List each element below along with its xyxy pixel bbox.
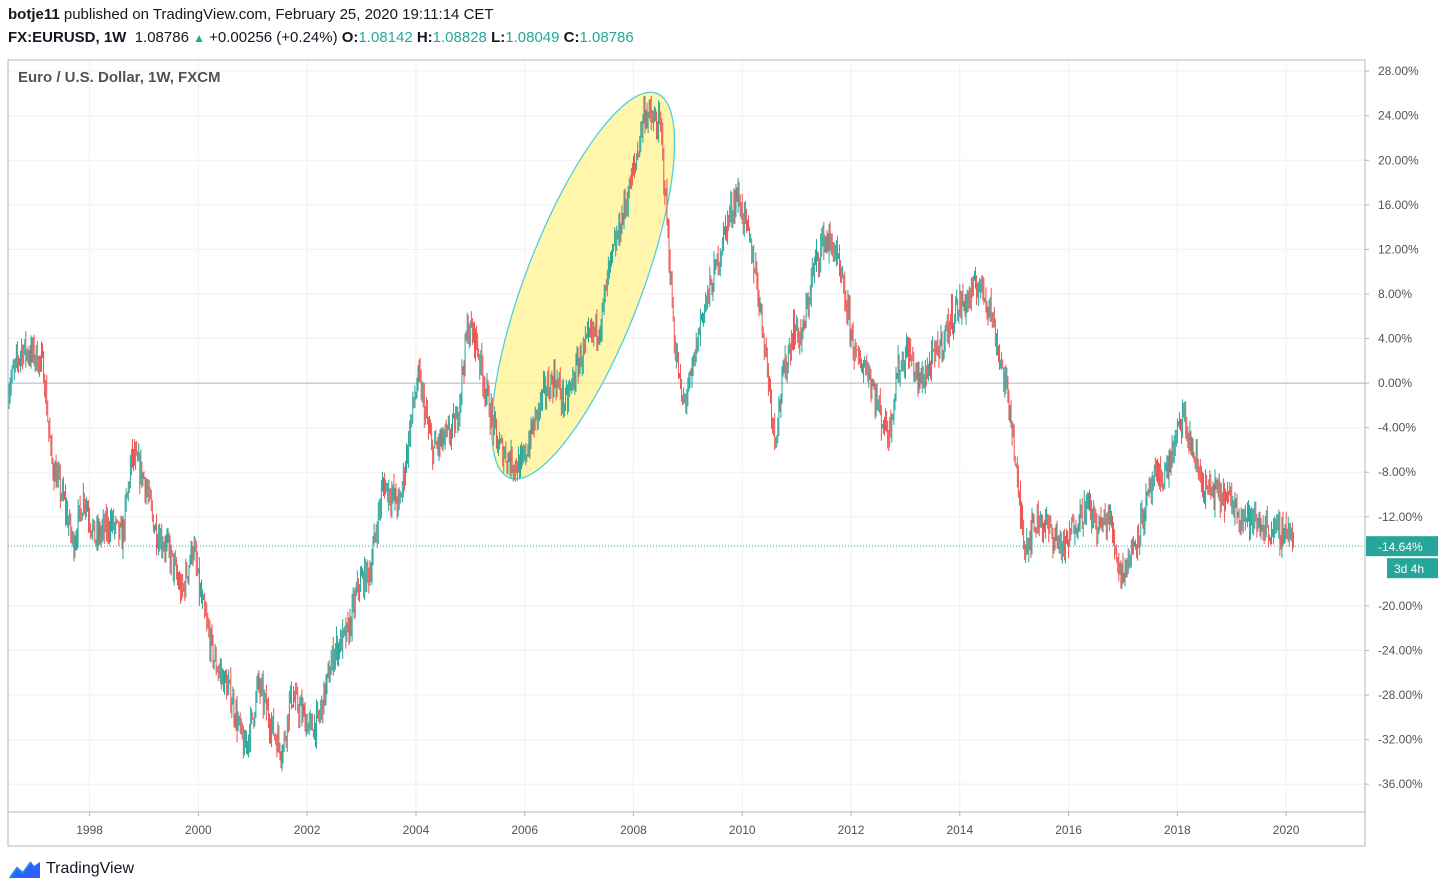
- y-tick-label: -20.00%: [1378, 599, 1423, 613]
- tradingview-logo-icon: [9, 861, 40, 879]
- close-label: C:: [563, 29, 580, 46]
- x-tick-label: 1998: [76, 823, 103, 837]
- x-tick-label: 2016: [1055, 823, 1082, 837]
- y-tick-label: 20.00%: [1378, 153, 1419, 167]
- author-name[interactable]: botje11: [8, 6, 60, 23]
- y-tick-label: 28.00%: [1378, 64, 1419, 78]
- y-tick-label: 4.00%: [1378, 332, 1412, 346]
- high-label: H:: [416, 29, 433, 46]
- x-tick-label: 2006: [511, 823, 538, 837]
- plot-frame: [7, 59, 1366, 847]
- x-tick-label: 2020: [1273, 823, 1300, 837]
- y-axis[interactable]: 28.00% 24.00% 20.00% 16.00% 12.00% 8.00% 4.00%…: [1364, 60, 1423, 846]
- y-tick-label: -36.00%: [1378, 777, 1423, 791]
- current-value-badge: [1366, 536, 1438, 557]
- x-axis[interactable]: 1998 2000 2002 2004 2006 2008 2010 2012 2014 2016…: [8, 811, 1365, 837]
- brand-footer[interactable]: TradingView: [8, 858, 134, 880]
- grid-lines: [8, 60, 1365, 812]
- open-label: O:: [341, 29, 359, 46]
- y-tick-label: 24.00%: [1378, 109, 1419, 123]
- symbol-label: FX:EURUSD, 1W: [8, 29, 127, 46]
- high-value: 1.08828: [432, 29, 487, 46]
- countdown-label: 3d 4h: [1394, 562, 1424, 576]
- y-tick-label: -8.00%: [1378, 465, 1416, 479]
- y-tick-label: -12.00%: [1378, 510, 1423, 524]
- y-tick-label: 16.00%: [1378, 198, 1419, 212]
- x-tick-label: 2002: [294, 823, 321, 837]
- ohlc-bar: FX:EURUSD, 1W 1.08786 ▲ +0.00256 (+0.24%…: [8, 29, 634, 46]
- publish-info: botje11 published on TradingView.com, Fe…: [8, 6, 494, 23]
- chart-title: Euro / U.S. Dollar, 1W, FXCM: [18, 69, 221, 86]
- y-tick-label: 0.00%: [1378, 376, 1412, 390]
- y-tick-label: -32.00%: [1378, 733, 1423, 747]
- close-value: 1.08786: [579, 29, 634, 46]
- x-tick-label: 2010: [729, 823, 756, 837]
- y-tick-label: 8.00%: [1378, 287, 1412, 301]
- change-up-icon: ▲: [193, 31, 205, 45]
- low-value: 1.08049: [505, 29, 560, 46]
- current-value-label: -14.64%: [1378, 540, 1423, 554]
- publish-text: published on TradingView.com, February 2…: [63, 6, 494, 23]
- x-tick-label: 2008: [620, 823, 647, 837]
- brand-name: TradingView: [46, 860, 135, 877]
- countdown-badge: [1387, 558, 1438, 579]
- last-price: 1.08786: [134, 29, 189, 46]
- y-tick-label: -4.00%: [1378, 421, 1416, 435]
- x-tick-label: 2004: [403, 823, 430, 837]
- y-tick-label: 12.00%: [1378, 242, 1419, 256]
- x-tick-label: 2012: [838, 823, 865, 837]
- x-tick-label: 2018: [1164, 823, 1191, 837]
- open-value: 1.08142: [358, 29, 413, 46]
- x-tick-label: 2014: [946, 823, 973, 837]
- candlestick-series: [7, 95, 1294, 772]
- change-value: +0.00256 (+0.24%): [209, 29, 338, 46]
- x-tick-label: 2000: [185, 823, 212, 837]
- low-label: L:: [491, 29, 506, 46]
- y-tick-label: -24.00%: [1378, 643, 1423, 657]
- y-tick-label: -28.00%: [1378, 688, 1423, 702]
